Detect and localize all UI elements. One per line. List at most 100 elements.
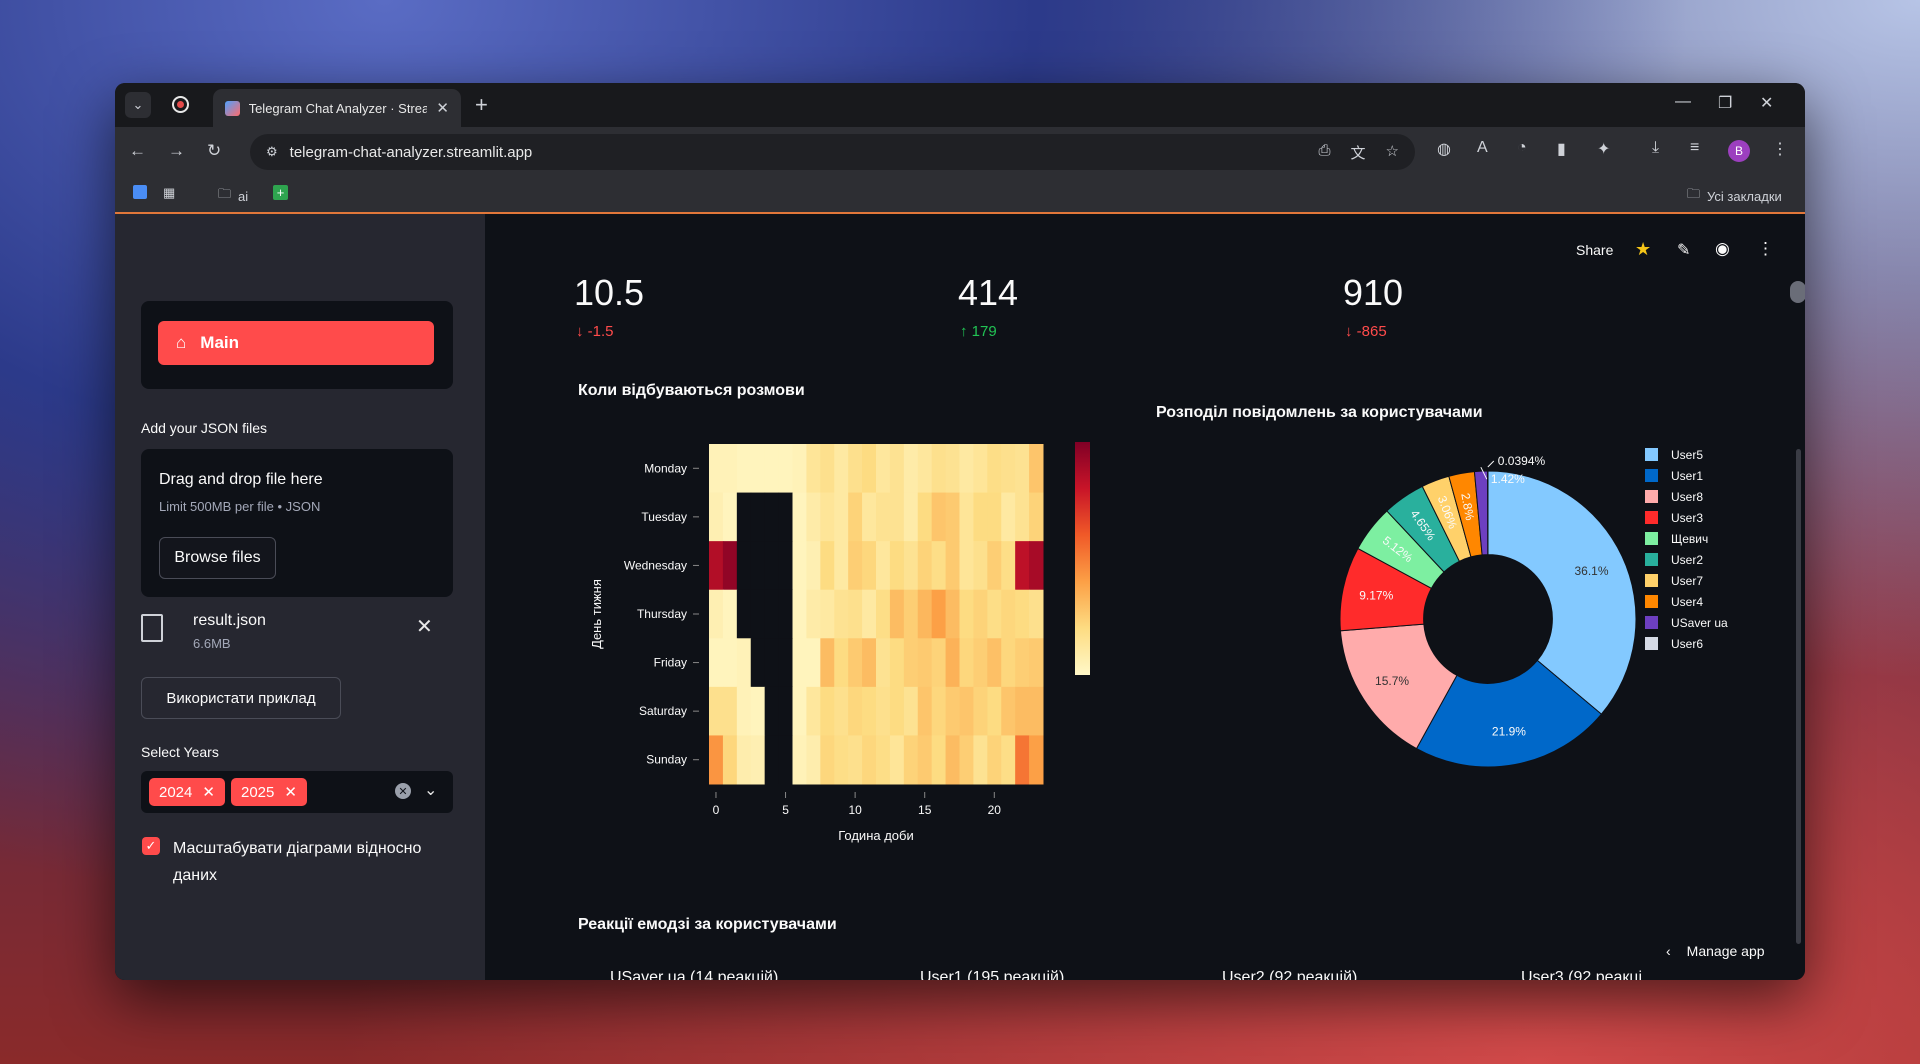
record-icon[interactable] [172, 96, 189, 113]
heatmap-cell [876, 492, 891, 542]
legend-swatch [1645, 637, 1658, 650]
heatmap-cell [1001, 686, 1016, 736]
years-multiselect[interactable]: 2024 ✕ 2025 ✕ ✕ ⌄ [141, 771, 453, 813]
share-button[interactable]: Share [1576, 242, 1614, 258]
reaction-col-3: User2 (92 реакцій) [1222, 969, 1358, 980]
app-menu-icon[interactable]: ⋮ [1757, 239, 1774, 258]
heatmap-cell [806, 735, 821, 785]
download-icon[interactable]: ⤓ [1652, 139, 1660, 156]
scrollbar[interactable] [1796, 449, 1801, 944]
heatmap-cell [820, 638, 835, 688]
all-bookmarks[interactable]: 🗀 Усі закладки [1687, 185, 1782, 207]
heatmap-cell [722, 589, 738, 639]
heatmap-cell [1001, 638, 1016, 688]
legend-swatch [1645, 490, 1658, 503]
y-axis-label: День тижня [589, 579, 604, 649]
year-chip[interactable]: 2024 ✕ [149, 778, 225, 806]
heatmap-cell [1015, 735, 1030, 785]
heatmap-cell [834, 589, 849, 639]
heatmap-cell [959, 589, 974, 639]
scale-checkbox[interactable]: ✓ [142, 837, 160, 855]
heatmap-cell [945, 541, 960, 591]
heatmap-cell [792, 589, 807, 639]
home-icon: ⌂ [176, 333, 187, 352]
media-control-icon[interactable]: ≡ [1690, 139, 1700, 156]
bookmark-blue[interactable] [133, 185, 147, 199]
heatmap-cell [792, 492, 807, 542]
heatmap-cell [848, 686, 863, 736]
chevron-down-icon[interactable]: ⌄ [424, 782, 438, 799]
tab-search-button[interactable]: ⌄ [125, 92, 151, 118]
heatmap-cell [820, 589, 835, 639]
folder-icon: 🗀 [1687, 186, 1701, 201]
heatmap-cell [903, 686, 919, 736]
apps-grid-icon[interactable]: ▦ [163, 185, 176, 200]
scale-checkbox-label[interactable]: Масштабувати діаграми відносно даних [173, 840, 422, 884]
heatmap-cell [1015, 589, 1030, 639]
translate-extension-icon[interactable]: A [1477, 139, 1488, 156]
heatmap-cell [889, 735, 905, 785]
heatmap-cell [987, 492, 1002, 542]
star-icon[interactable]: ★ [1635, 239, 1652, 259]
remove-file-icon[interactable]: ✕ [416, 616, 433, 638]
bookmark-sheets[interactable]: + [273, 185, 288, 200]
globe-extension-icon[interactable]: ◍ [1437, 141, 1451, 158]
heatmap-cell [1029, 589, 1044, 639]
y-tick-label: Friday [654, 656, 687, 670]
pdf-extension-icon[interactable]: ▮ [1557, 141, 1566, 158]
folder-icon: 🗀 [218, 186, 232, 201]
install-app-icon[interactable]: ⎙ [1318, 142, 1331, 159]
heatmap-cell [792, 444, 807, 494]
extensions-puzzle-icon[interactable]: ✦ [1597, 141, 1611, 158]
active-tab[interactable]: Telegram Chat Analyzer · Streamlit ✕ [213, 89, 461, 127]
heatmap-cell [806, 492, 821, 542]
site-settings-icon[interactable]: ⚙ [266, 144, 278, 159]
close-window-icon[interactable]: ✕ [1760, 95, 1774, 112]
edit-icon[interactable]: ✎ [1677, 242, 1691, 259]
sidebar: ⌂ Main Add your JSON files Drag and drop… [115, 214, 485, 980]
heatmap-cell [917, 541, 933, 591]
remove-chip-icon[interactable]: ✕ [284, 784, 297, 801]
nav-main-button[interactable]: ⌂ Main [158, 321, 434, 365]
heatmap-cell [889, 686, 905, 736]
heatmap-cell [917, 686, 933, 736]
heatmap-cell [1015, 492, 1030, 542]
heatmap-cell [876, 686, 891, 736]
minimize-icon[interactable]: — [1675, 93, 1691, 110]
manage-app-button[interactable]: ‹ Manage app [1666, 943, 1765, 959]
heatmap-cell [834, 444, 849, 494]
y-tick-label: Wednesday [624, 558, 687, 572]
file-dropzone[interactable]: Drag and drop file here Limit 500MB per … [141, 449, 453, 597]
bookmark-folder-ai[interactable]: 🗀 ai [218, 185, 248, 207]
year-chip[interactable]: 2025 ✕ [231, 778, 307, 806]
back-icon[interactable]: ← [129, 141, 146, 160]
reload-icon[interactable]: ↻ [207, 141, 222, 160]
close-tab-icon[interactable]: ✕ [436, 100, 449, 117]
heatmap-cell [709, 735, 724, 785]
new-tab-button[interactable]: + [475, 92, 488, 117]
address-bar[interactable]: ⚙ telegram-chat-analyzer.streamlit.app ⎙… [250, 134, 1415, 170]
browser-menu-icon[interactable]: ⋮ [1772, 141, 1788, 158]
scroll-handle[interactable] [1790, 281, 1805, 303]
forward-icon[interactable]: → [168, 141, 185, 160]
heatmap-cell [903, 589, 919, 639]
heatmap-cell [876, 444, 891, 494]
heatmap-cell [917, 735, 933, 785]
clear-all-icon[interactable]: ✕ [395, 783, 411, 799]
restore-icon[interactable]: ❐ [1718, 95, 1733, 112]
heatmap-cell [931, 444, 947, 494]
github-icon[interactable]: ◉ [1715, 239, 1730, 258]
color-picker-extension-icon[interactable]: ◔ [1517, 139, 1527, 156]
heatmap-cell [1001, 492, 1016, 542]
heatmap-cell [778, 638, 793, 688]
heatmap-cell [876, 541, 891, 591]
remove-chip-icon[interactable]: ✕ [202, 784, 215, 801]
metric-2-value: 414 [958, 272, 1019, 313]
translate-icon[interactable]: 文 [1350, 145, 1366, 162]
use-example-button[interactable]: Використати приклад [141, 677, 341, 719]
heatmap-cell [722, 541, 738, 591]
url-text[interactable]: telegram-chat-analyzer.streamlit.app [289, 143, 533, 161]
profile-avatar[interactable]: B [1728, 140, 1750, 162]
bookmark-star-icon[interactable]: ☆ [1385, 143, 1399, 160]
browse-files-button[interactable]: Browse files [159, 537, 276, 579]
